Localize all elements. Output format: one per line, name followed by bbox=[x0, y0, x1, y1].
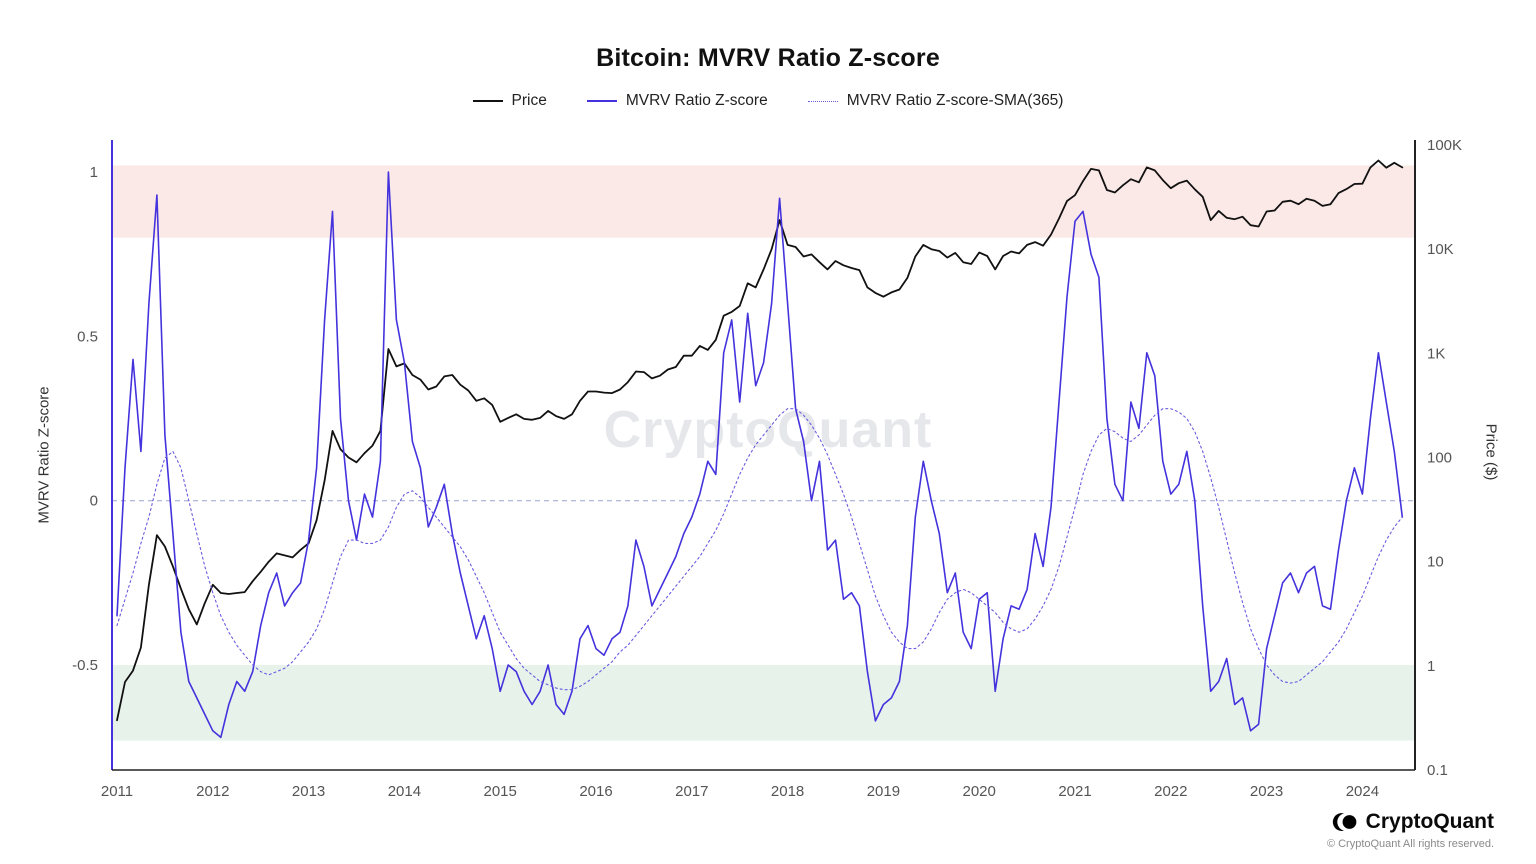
left-axis-tick-label: -0.5 bbox=[72, 657, 98, 674]
x-axis-tick-label: 2013 bbox=[292, 783, 325, 800]
legend-swatch-icon bbox=[586, 100, 617, 102]
legend-swatch-icon bbox=[472, 100, 503, 102]
footer: CryptoQuant © CryptoQuant All rights res… bbox=[1327, 809, 1494, 850]
x-axis-tick-label: 2017 bbox=[675, 783, 708, 800]
legend-item-price[interactable]: Price bbox=[472, 92, 547, 110]
chart-legend: Price MVRV Ratio Z-score MVRV Ratio Z-scor… bbox=[0, 92, 1536, 110]
legend-swatch-icon bbox=[807, 100, 838, 102]
x-axis-tick-label: 2012 bbox=[196, 783, 229, 800]
legend-label: MVRV Ratio Z-score bbox=[625, 92, 768, 109]
x-axis-tick-label: 2022 bbox=[1154, 783, 1187, 800]
legend-item-mvrv-ratio-z-score-sma-365-[interactable]: MVRV Ratio Z-score-SMA(365) bbox=[807, 92, 1064, 110]
right-axis-tick-label: 1 bbox=[1427, 658, 1435, 675]
x-axis-tick-label: 2020 bbox=[963, 783, 996, 800]
right-axis-tick-label: 100K bbox=[1427, 137, 1462, 154]
legend-label: Price bbox=[511, 92, 547, 109]
right-axis-tick-label: 10K bbox=[1427, 241, 1454, 258]
x-axis-tick-label: 2023 bbox=[1250, 783, 1283, 800]
right-axis-tick-label: 0.1 bbox=[1427, 762, 1448, 779]
x-axis-tick-label: 2015 bbox=[484, 783, 517, 800]
band-oversold-zone bbox=[112, 665, 1415, 741]
left-axis-tick-label: 0 bbox=[90, 493, 98, 510]
x-axis-tick-label: 2018 bbox=[771, 783, 804, 800]
right-axis-tick-label: 1K bbox=[1427, 345, 1445, 362]
legend-label: MVRV Ratio Z-score-SMA(365) bbox=[846, 92, 1064, 109]
series-mvrv-ratio-z-score-sma-365- bbox=[116, 408, 1403, 691]
legend-item-mvrv-ratio-z-score[interactable]: MVRV Ratio Z-score bbox=[586, 92, 768, 110]
series-mvrv-ratio-z-score bbox=[116, 171, 1404, 739]
copyright-text: © CryptoQuant All rights reserved. bbox=[1326, 838, 1494, 850]
x-axis-tick-label: 2021 bbox=[1058, 783, 1091, 800]
cryptoquant-logo-icon bbox=[1332, 813, 1357, 831]
left-axis-tick-label: 1 bbox=[90, 164, 98, 181]
band-overbought-zone bbox=[112, 165, 1415, 238]
left-axis-tick-label: 0.5 bbox=[77, 328, 98, 345]
x-axis-tick-label: 2024 bbox=[1346, 783, 1379, 800]
x-axis-tick-label: 2014 bbox=[388, 783, 421, 800]
right-axis-tick-label: 100 bbox=[1427, 450, 1452, 467]
x-axis-tick-label: 2016 bbox=[579, 783, 612, 800]
x-axis-tick-label: 2011 bbox=[101, 783, 133, 800]
right-axis-tick-label: 10 bbox=[1427, 554, 1444, 571]
series-price bbox=[116, 159, 1404, 722]
brand-row: CryptoQuant bbox=[1332, 809, 1494, 835]
page-title: Bitcoin: MVRV Ratio Z-score bbox=[596, 44, 940, 72]
brand-name: CryptoQuant bbox=[1365, 810, 1494, 833]
x-axis-tick-label: 2019 bbox=[867, 783, 900, 800]
